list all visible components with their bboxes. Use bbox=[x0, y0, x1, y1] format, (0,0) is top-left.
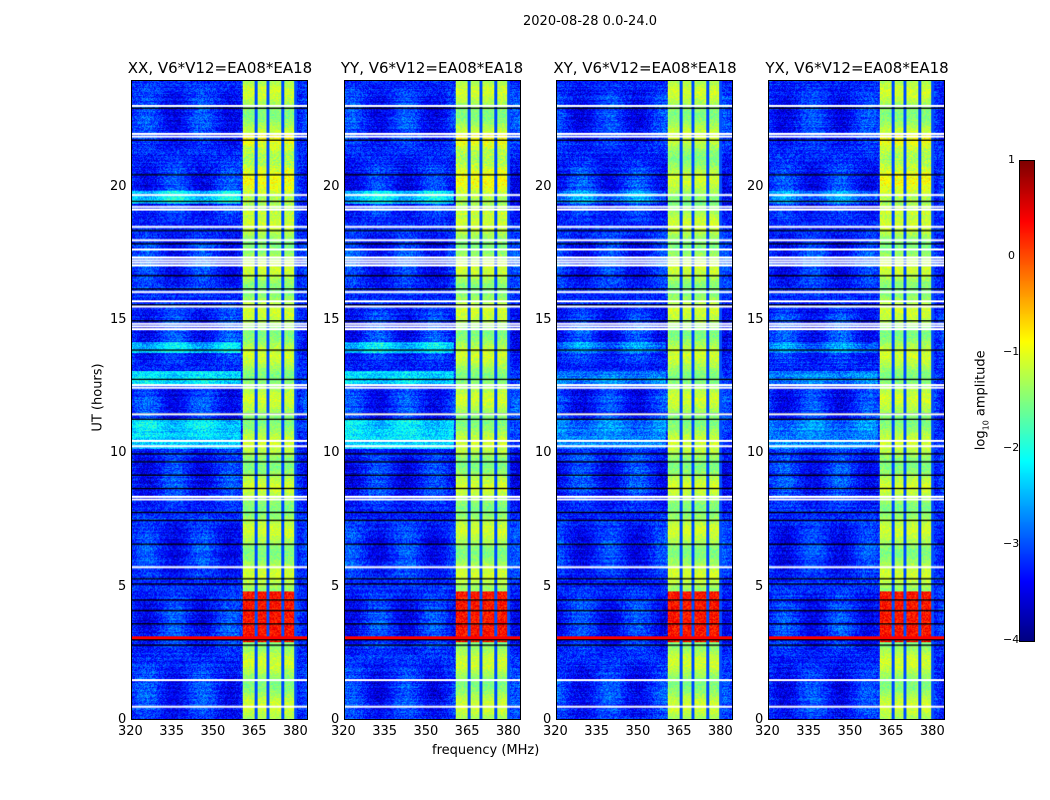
y-tick-label: 10 bbox=[323, 445, 340, 461]
figure-title: 2020-08-28 0.0-24.0 bbox=[523, 14, 657, 29]
panel-title-yy: YY, V6*V12=EA08*EA18 bbox=[340, 59, 524, 77]
x-tick-label: 365 bbox=[241, 724, 267, 739]
panel-title-xx: XX, V6*V12=EA08*EA18 bbox=[127, 59, 313, 77]
y-tick-label: 0 bbox=[118, 712, 127, 727]
x-tick-label: 350 bbox=[837, 724, 863, 739]
y-tick-label: 0 bbox=[543, 712, 552, 727]
x-tick-label: 320 bbox=[543, 724, 568, 739]
colorbar-tick-label: 1 bbox=[1008, 153, 1015, 166]
y-tick-label: 20 bbox=[110, 178, 127, 194]
y-tick-label: 20 bbox=[323, 178, 340, 194]
panel-title-xy: XY, V6*V12=EA08*EA18 bbox=[553, 59, 737, 77]
heatmap-panel-xy bbox=[556, 80, 733, 720]
colorbar-tick-label: −3 bbox=[1003, 537, 1020, 550]
colorbar-label-main: log bbox=[973, 430, 989, 451]
colorbar-label-sub: 10 bbox=[981, 420, 991, 431]
x-tick-label: 335 bbox=[796, 724, 822, 739]
x-tick-label: 365 bbox=[666, 724, 692, 739]
y-tick-label: 10 bbox=[747, 445, 764, 461]
colorbar-tick-label: 0 bbox=[1008, 249, 1015, 262]
heatmap-panel-yy bbox=[344, 80, 521, 720]
heatmap-panel-xx bbox=[131, 80, 308, 720]
y-tick-label: 5 bbox=[543, 578, 552, 594]
y-tick-label: 15 bbox=[323, 312, 340, 327]
x-tick-label: 350 bbox=[200, 724, 226, 739]
x-tick-label: 320 bbox=[118, 724, 143, 739]
x-tick-label: 335 bbox=[159, 724, 185, 739]
colorbar-tick-label: −4 bbox=[1003, 633, 1020, 646]
x-tick-label: 380 bbox=[707, 724, 733, 739]
y-axis-label: UT (hours) bbox=[90, 363, 106, 432]
y-tick-label: 15 bbox=[747, 312, 764, 327]
x-tick-label: 335 bbox=[584, 724, 610, 739]
y-tick-label: 0 bbox=[331, 712, 340, 727]
y-tick-label: 20 bbox=[747, 178, 764, 194]
x-tick-label: 380 bbox=[919, 724, 945, 739]
x-tick-label: 320 bbox=[755, 724, 780, 739]
x-tick-label: 365 bbox=[878, 724, 904, 739]
y-tick-label: 15 bbox=[535, 312, 552, 327]
y-tick-label: 10 bbox=[535, 445, 552, 461]
x-tick-label: 380 bbox=[495, 724, 521, 739]
heatmap-panel-yx bbox=[768, 80, 945, 720]
x-tick-label: 335 bbox=[372, 724, 398, 739]
y-tick-label: 20 bbox=[535, 178, 552, 194]
colorbar bbox=[1019, 160, 1035, 642]
y-tick-label: 5 bbox=[331, 578, 340, 594]
panel-title-yx: YX, V6*V12=EA08*EA18 bbox=[765, 59, 949, 77]
y-tick-label: 0 bbox=[755, 712, 764, 727]
x-axis-label: frequency (MHz) bbox=[432, 743, 540, 758]
colorbar-tick-label: −2 bbox=[1003, 441, 1020, 454]
y-tick-label: 5 bbox=[118, 578, 127, 594]
x-tick-label: 350 bbox=[625, 724, 651, 739]
x-tick-label: 380 bbox=[282, 724, 308, 739]
y-tick-label: 15 bbox=[110, 312, 127, 327]
colorbar-label: log10 amplitude bbox=[974, 340, 991, 460]
x-tick-label: 320 bbox=[331, 724, 356, 739]
x-tick-label: 350 bbox=[413, 724, 439, 739]
colorbar-label-rest: amplitude bbox=[973, 350, 989, 421]
y-tick-label: 10 bbox=[110, 445, 127, 461]
y-tick-label: 5 bbox=[755, 578, 764, 594]
colorbar-tick-label: −1 bbox=[1003, 345, 1020, 358]
x-tick-label: 365 bbox=[454, 724, 480, 739]
